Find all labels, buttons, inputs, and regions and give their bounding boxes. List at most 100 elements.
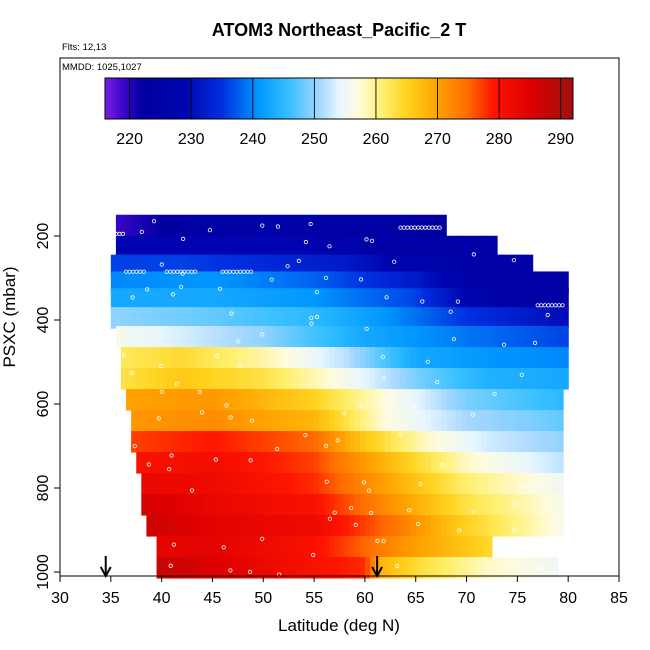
heat-cell [502, 271, 508, 293]
heat-cell [293, 410, 300, 432]
heat-cell [425, 515, 432, 537]
heat-cell [151, 326, 158, 348]
heat-cell [375, 473, 381, 495]
heat-cell [207, 347, 214, 369]
sample-point [120, 231, 126, 236]
heat-cell [309, 326, 315, 348]
heat-cell [151, 515, 158, 537]
heat-cell [461, 347, 468, 369]
heat-cell [110, 307, 117, 329]
heat-cell [491, 288, 498, 310]
heat-cell [415, 214, 422, 237]
heat-cell [563, 347, 569, 369]
heat-cell [400, 473, 407, 495]
heat-cell [263, 288, 269, 310]
sample-point [146, 462, 151, 467]
heat-cell [512, 347, 518, 369]
heat-cell [491, 235, 498, 258]
heat-cell [410, 347, 417, 369]
heat-cell [293, 515, 300, 537]
heat-cell [441, 452, 447, 474]
heat-cell [451, 368, 457, 390]
heat-cell [405, 452, 412, 474]
heat-cell [232, 536, 239, 558]
heat-cell [466, 368, 473, 390]
heat-cell [476, 557, 483, 579]
heat-cell [314, 326, 320, 348]
heat-cell [181, 271, 188, 293]
sample-point [260, 332, 265, 337]
heat-cell [227, 536, 234, 558]
heat-cell [176, 515, 183, 537]
heat-cell [131, 410, 137, 432]
heat-cell [390, 473, 396, 495]
heat-cell [166, 368, 173, 390]
heat-cell [375, 368, 381, 390]
sample-point [189, 488, 195, 493]
heat-cell [298, 347, 305, 369]
heat-cell [329, 536, 336, 558]
heat-cell [136, 254, 142, 277]
heat-cell [481, 515, 488, 537]
heat-cell [344, 389, 351, 411]
heat-cell [507, 389, 513, 411]
heat-cell [136, 307, 142, 329]
sample-point [249, 269, 254, 274]
sample-point [358, 277, 364, 282]
heat-cell [197, 288, 203, 310]
heat-cell [558, 431, 564, 453]
heat-cell [120, 347, 127, 369]
sample-point [440, 462, 445, 468]
heat-cell [227, 515, 234, 537]
heat-cell [141, 326, 147, 348]
heat-layer [146, 515, 564, 537]
heat-cell [156, 271, 163, 293]
heat-cell [471, 431, 478, 453]
heat-cell [349, 288, 356, 310]
sample-point [139, 229, 144, 234]
heat-cell [242, 473, 249, 495]
heat-cell [141, 254, 147, 277]
heat-cell [456, 307, 463, 329]
heat-cell [354, 347, 361, 369]
heat-cell [415, 431, 422, 453]
heat-cell [141, 347, 147, 369]
heat-cell [415, 235, 422, 258]
heat-cell [161, 494, 168, 516]
heat-cell [451, 347, 457, 369]
heat-cell [171, 235, 178, 258]
sample-point [560, 303, 565, 308]
sample-point [303, 433, 308, 438]
heat-cell [446, 473, 452, 495]
heat-cell [197, 389, 203, 411]
sample-point [197, 389, 202, 395]
heat-cell [354, 288, 361, 310]
heat-cell [420, 235, 427, 258]
heat-cell [441, 271, 447, 293]
heat-cell [430, 271, 437, 293]
heat-cell [390, 235, 396, 258]
heat-cell [192, 494, 198, 516]
heat-cell [273, 389, 280, 411]
heat-cell [222, 431, 229, 453]
heat-cell [202, 307, 208, 329]
heat-cell [441, 326, 447, 348]
heat-cell [309, 271, 315, 293]
heat-cell [187, 557, 193, 579]
heat-cell [334, 347, 341, 369]
heat-cell [466, 452, 473, 474]
heat-cell [547, 271, 554, 293]
heat-cell [141, 271, 147, 293]
heat-cell [217, 515, 224, 537]
heat-cell [466, 494, 473, 516]
heat-cell [253, 288, 259, 310]
heat-cell [237, 473, 244, 495]
heat-cell [527, 431, 534, 453]
heat-cell [354, 494, 361, 516]
heat-cell [369, 307, 376, 329]
heat-cell [258, 271, 264, 293]
heat-cell [258, 431, 264, 453]
heat-cell [151, 452, 158, 474]
heat-cell [375, 326, 381, 348]
sample-point [492, 391, 497, 396]
